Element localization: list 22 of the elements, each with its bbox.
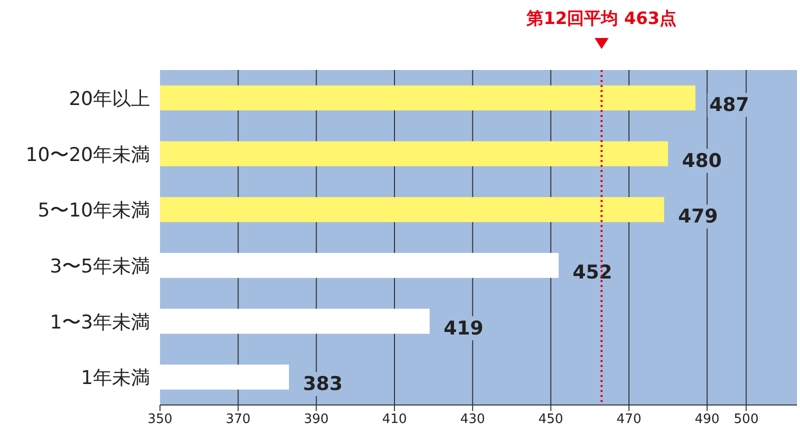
data-label: 419 <box>444 317 484 340</box>
x-tick-label: 470 <box>616 412 642 427</box>
x-tick-label: 500 <box>734 412 759 427</box>
x-tick-label: 430 <box>460 412 486 427</box>
y-tick-label: 10〜20年未満 <box>26 144 150 166</box>
y-tick-label: 1〜3年未満 <box>50 311 150 334</box>
y-tick-label: 3〜5年未満 <box>50 255 150 278</box>
y-tick-label: 1年未満 <box>80 367 150 390</box>
data-label: 479 <box>678 206 718 228</box>
ref-line-label: 第12回平均 463点 <box>526 9 677 29</box>
x-tick-label: 450 <box>538 412 564 427</box>
x-tick-label: 490 <box>694 412 720 427</box>
y-tick-label: 20年以上 <box>68 88 150 110</box>
x-tick-label: 370 <box>226 412 251 427</box>
data-label: 452 <box>572 261 612 284</box>
data-label: 480 <box>682 150 722 172</box>
data-label: 487 <box>709 94 750 116</box>
y-tick-label: 5〜10年未満 <box>38 200 150 222</box>
data-label: 383 <box>302 373 343 396</box>
x-tick-label: 410 <box>382 412 407 427</box>
x-tick-label: 390 <box>304 412 329 427</box>
x-tick-label: 350 <box>148 412 172 427</box>
